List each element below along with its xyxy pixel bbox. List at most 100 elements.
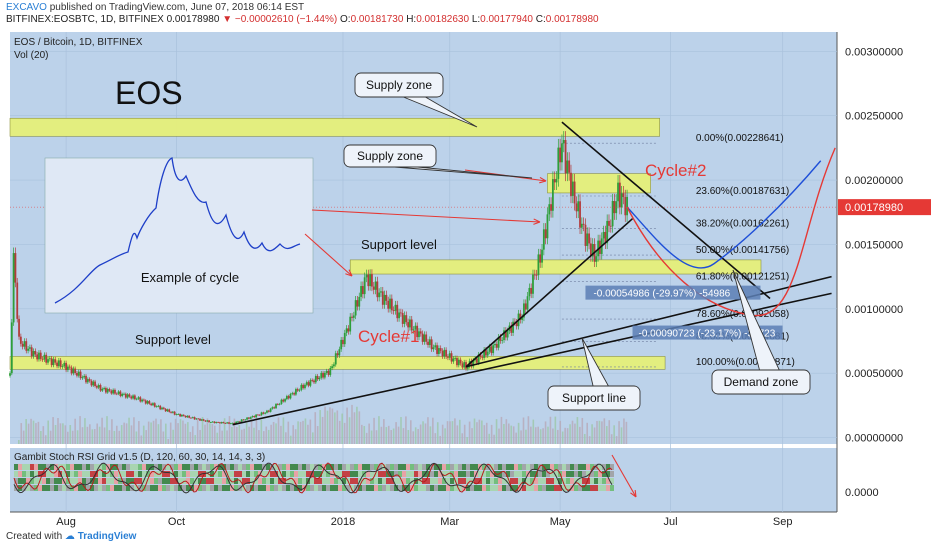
candle-body: [561, 143, 563, 163]
candle-body: [70, 367, 73, 374]
stoch-grid-cell: [110, 478, 114, 484]
stoch-grid-cell: [58, 478, 62, 484]
stoch-grid-cell: [506, 485, 510, 491]
stoch-grid-cell: [354, 471, 358, 477]
stoch-grid-cell: [406, 485, 410, 491]
stoch-grid-cell: [210, 485, 214, 491]
stoch-grid-cell: [374, 485, 378, 491]
volume-bar: [216, 432, 219, 444]
candle-body: [533, 274, 536, 276]
candle-body: [264, 412, 267, 414]
stoch-grid-cell: [226, 478, 230, 484]
stoch-grid-cell: [510, 471, 514, 477]
candle-body: [349, 316, 352, 332]
candle-body: [322, 372, 324, 378]
stoch-grid-cell: [566, 485, 570, 491]
volume-bar: [62, 423, 64, 444]
stoch-grid-cell: [186, 478, 190, 484]
stoch-grid-cell: [102, 464, 106, 470]
volume-bar: [414, 427, 417, 444]
stoch-grid-cell: [38, 485, 42, 491]
x-tick-label: May: [550, 516, 571, 528]
stoch-grid-cell: [30, 485, 34, 491]
volume-bar: [47, 420, 49, 444]
stoch-grid-cell: [326, 478, 330, 484]
stoch-grid-cell: [438, 485, 442, 491]
stoch-grid-cell: [290, 464, 294, 470]
stoch-grid-cell: [478, 471, 482, 477]
candle-body: [293, 393, 296, 395]
supply-zone-callout-1-text: Supply zone: [366, 78, 432, 92]
stoch-grid-cell: [610, 464, 614, 470]
volume-bar: [554, 416, 557, 444]
candle-body: [428, 339, 431, 345]
stoch-grid-cell: [178, 485, 182, 491]
stoch-grid-cell: [386, 478, 390, 484]
candle-body: [220, 422, 223, 424]
stoch-grid-cell: [458, 464, 462, 470]
candle-body: [316, 376, 319, 380]
x-tick-label: Aug: [56, 516, 76, 528]
measure-box-2: [632, 325, 783, 340]
tradingview-brand[interactable]: TradingView: [77, 531, 137, 542]
stoch-grid-cell: [234, 464, 238, 470]
stoch-grid-cell: [318, 478, 322, 484]
stoch-grid-cell: [198, 478, 202, 484]
volume-bar: [334, 412, 336, 444]
candle-body: [298, 389, 301, 391]
volume-bar: [422, 421, 424, 444]
stoch-grid-cell: [262, 478, 266, 484]
stoch-grid-cell: [190, 485, 194, 491]
fib-label: 61.80%(0.00121251): [696, 271, 789, 282]
stoch-grid-cell: [66, 471, 70, 477]
stoch-grid-cell: [494, 485, 498, 491]
stoch-grid-cell: [30, 478, 34, 484]
candle-body: [285, 396, 288, 400]
volume-bar: [383, 419, 385, 444]
volume-bar: [481, 420, 483, 444]
candle-body: [244, 419, 247, 421]
volume-bar: [184, 423, 187, 444]
stoch-grid-cell: [38, 464, 42, 470]
candle-body: [342, 339, 344, 345]
candle-body: [579, 201, 581, 228]
candle-body: [551, 179, 554, 211]
author-name[interactable]: EXCAVO: [6, 2, 47, 13]
stoch-grid-cell: [402, 471, 406, 477]
volume-bar: [113, 430, 116, 444]
stoch-grid-cell: [482, 471, 486, 477]
candle-body: [580, 223, 583, 228]
stoch-grid-cell: [378, 464, 382, 470]
candle-body: [392, 310, 395, 312]
candle-body: [153, 403, 156, 407]
volume-bar: [152, 420, 155, 444]
candle-body: [296, 389, 299, 391]
stoch-grid-cell: [134, 478, 138, 484]
stoch-grid-cell: [490, 464, 494, 470]
cycle-1-label: Cycle#1: [358, 327, 419, 346]
candle-body: [271, 407, 274, 409]
stoch-grid-cell: [318, 471, 322, 477]
candle-body: [423, 334, 426, 342]
candle-body: [258, 414, 261, 416]
volume-bar: [503, 423, 505, 444]
volume-bar: [375, 430, 378, 444]
candle-body: [457, 359, 460, 366]
stoch-grid-cell: [134, 464, 138, 470]
stoch-grid-cell: [222, 471, 226, 477]
stoch-grid-cell: [142, 471, 146, 477]
volume-bar: [123, 422, 125, 444]
candle-body: [399, 312, 402, 314]
stoch-grid-cell: [390, 471, 394, 477]
high-value: 0.00182630: [416, 14, 470, 25]
candle-body: [171, 411, 174, 413]
stoch-grid-cell: [50, 464, 54, 470]
candle-body: [486, 351, 489, 356]
volume-bar: [623, 418, 625, 444]
stoch-grid-cell: [426, 485, 430, 491]
stoch-grid-cell: [346, 471, 350, 477]
candle-body: [475, 358, 478, 363]
candle-body: [609, 225, 612, 227]
volume-bar: [456, 425, 459, 444]
